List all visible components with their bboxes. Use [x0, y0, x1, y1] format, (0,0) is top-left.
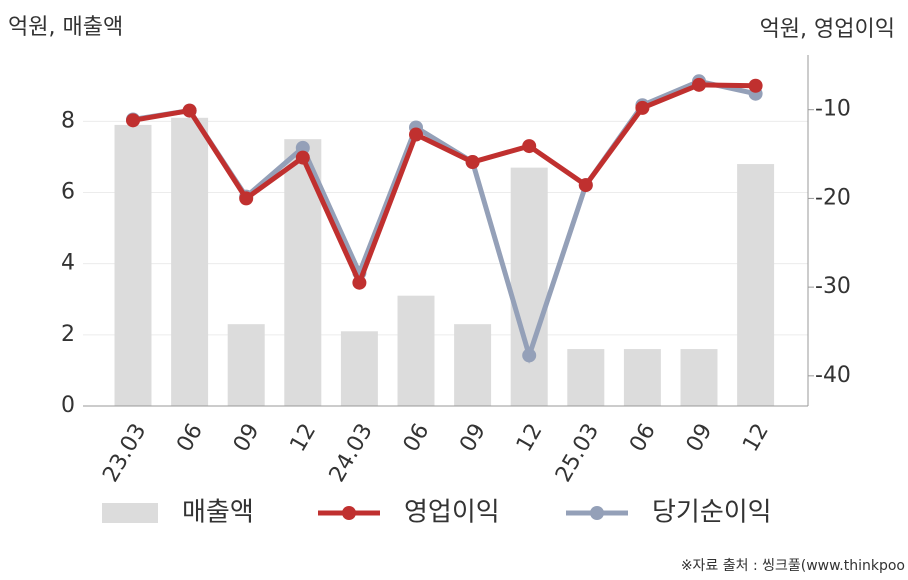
- bar: [171, 117, 209, 407]
- point: [748, 78, 763, 93]
- legend-label: 당기순이익: [652, 498, 772, 528]
- legend-label: 영업이익: [404, 498, 500, 528]
- legend-swatch: [590, 506, 604, 520]
- point: [465, 155, 480, 170]
- y2-tick-label: -10: [815, 97, 851, 122]
- x-tick-label: 06: [172, 420, 208, 457]
- point: [522, 139, 537, 154]
- point: [409, 127, 423, 142]
- y2-axis-label: 억원, 영업이익: [760, 17, 895, 42]
- x-tick-label: 09: [229, 420, 265, 457]
- x-tick-label: 24.03: [325, 420, 378, 487]
- bar: [454, 324, 492, 406]
- y-tick-label: 4: [61, 251, 75, 276]
- point: [295, 140, 310, 155]
- point: [182, 103, 197, 118]
- legend-label: 매출액: [182, 498, 254, 528]
- x-tick-label: 09: [455, 420, 491, 457]
- bar: [114, 124, 152, 406]
- point: [352, 275, 367, 290]
- x-tick-label: 06: [625, 420, 661, 457]
- point: [692, 77, 706, 92]
- point: [522, 348, 537, 363]
- bar: [680, 349, 718, 406]
- line: [132, 78, 757, 364]
- bar: [397, 295, 435, 406]
- y-axis-label: 억원, 매출액: [8, 15, 123, 40]
- y-tick-label: 0: [61, 393, 75, 418]
- x-tick-label: 06: [399, 420, 435, 457]
- legend-swatch: [102, 503, 158, 523]
- y-tick-label: 8: [61, 108, 75, 133]
- point: [578, 178, 593, 193]
- point: [239, 191, 254, 206]
- x-tick-label: 09: [682, 420, 718, 457]
- y-tick-label: 2: [61, 322, 75, 347]
- bar: [737, 164, 775, 406]
- bar: [510, 167, 548, 406]
- y-tick-label: 6: [61, 180, 75, 205]
- y2-tick-label: -20: [815, 185, 851, 210]
- bar: [623, 349, 661, 406]
- bar: [227, 324, 265, 406]
- x-tick-label: 25.03: [551, 420, 604, 487]
- y2-tick-label: -30: [815, 274, 851, 299]
- x-tick-label: 23.03: [98, 420, 151, 487]
- point: [126, 113, 140, 128]
- point: [295, 150, 310, 165]
- bar: [340, 331, 378, 406]
- x-tick-label: 12: [738, 420, 774, 457]
- source: ※자료 출처 : 씽크풀(www.thinkpoo: [681, 558, 905, 574]
- point: [635, 100, 650, 115]
- line: [132, 82, 756, 290]
- x-tick-label: 12: [512, 420, 548, 457]
- legend-swatch: [342, 506, 356, 520]
- bar: [567, 349, 605, 406]
- y2-tick-label: -40: [815, 363, 851, 388]
- x-tick-label: 12: [286, 420, 322, 457]
